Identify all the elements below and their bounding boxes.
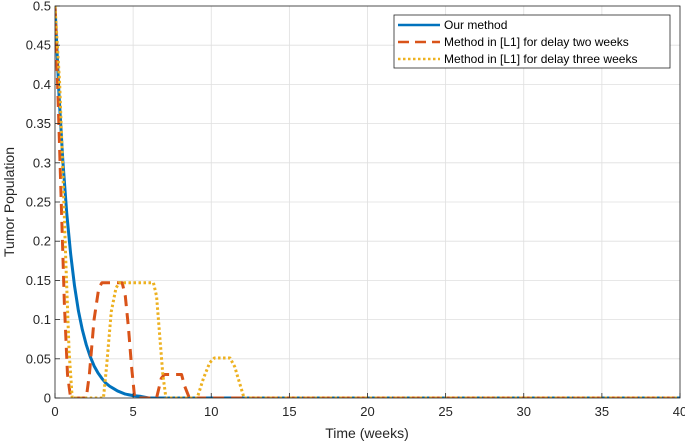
x-tick-label: 5 (130, 404, 137, 419)
y-tick-label: 0.15 (26, 273, 51, 288)
legend-label-our-method: Our method (444, 18, 507, 32)
y-tick-label: 0.35 (26, 116, 51, 131)
series-layer (55, 6, 680, 398)
series-delay-three-weeks-line (55, 6, 680, 398)
x-tick-label: 20 (360, 404, 374, 419)
x-tick-label: 35 (595, 404, 609, 419)
x-tick-label: 15 (282, 404, 296, 419)
x-tick-label: 25 (438, 404, 452, 419)
y-tick-label: 0.45 (26, 38, 51, 53)
series-our-method-line (55, 6, 680, 398)
y-tick-label: 0.4 (33, 77, 51, 92)
x-axis-label: Time (weeks) (325, 425, 409, 441)
y-axis-label: Tumor Population (1, 147, 17, 257)
series-delay-two-weeks-line (55, 6, 680, 398)
y-tick-label: 0 (44, 391, 51, 406)
x-tick-label: 30 (517, 404, 531, 419)
y-tick-label: 0.1 (33, 312, 51, 327)
legend-label-delay-three-weeks: Method in [L1] for delay three weeks (444, 52, 637, 66)
y-tick-label: 0.3 (33, 155, 51, 170)
y-tick-label: 0.25 (26, 195, 51, 210)
y-tick-label: 0.05 (26, 351, 51, 366)
legend: Our method Method in [L1] for delay two … (393, 14, 671, 69)
y-tick-label: 0.5 (33, 0, 51, 14)
x-tick-label: 40 (673, 404, 685, 419)
x-tick-label: 0 (51, 404, 58, 419)
legend-label-delay-two-weeks: Method in [L1] for delay two weeks (444, 35, 629, 49)
axis-ticks: 0 5 10 15 20 25 30 35 40 0 0.05 0.1 0.15 0.2 0.25 0.3 0.… (26, 0, 685, 419)
x-tick-label: 10 (204, 404, 218, 419)
y-tick-label: 0.2 (33, 234, 51, 249)
